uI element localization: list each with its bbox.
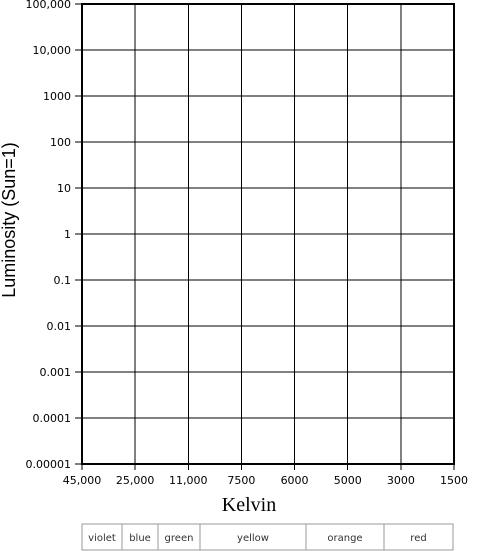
- color-band-strip: violet blue green yellow orange red: [81, 523, 454, 551]
- y-axis-label: Luminosity (Sun=1): [0, 142, 19, 298]
- y-tick-label: 0.01: [47, 320, 72, 333]
- color-band-blue: [121, 523, 159, 551]
- color-band-label: violet: [88, 533, 116, 544]
- color-band-label: red: [410, 533, 426, 544]
- y-tick-label: 0.1: [54, 274, 72, 287]
- x-tick-label: 11,000: [169, 474, 208, 487]
- y-tick-label: 0.0001: [33, 412, 72, 425]
- grid: [82, 4, 454, 464]
- x-axis-label: Kelvin: [222, 494, 276, 516]
- color-band-label: yellow: [237, 533, 269, 544]
- y-axis-tick-labels: 100,000 10,000 1000 100 10 1 0.1 0.01 0.001 0.000…: [26, 0, 82, 471]
- y-tick-label: 1: [64, 228, 71, 241]
- x-tick-label: 6000: [281, 474, 309, 487]
- color-band-label: blue: [129, 533, 151, 544]
- y-tick-label: 100: [50, 136, 71, 149]
- x-axis-tick-labels: 45,000 25,000 11,000 7500 6000 5000 3000 1500: [63, 464, 468, 487]
- x-tick-label: 3000: [387, 474, 415, 487]
- x-tick-label: 45,000: [63, 474, 102, 487]
- y-tick-label: 0.001: [40, 366, 72, 379]
- y-tick-label: 10: [57, 182, 71, 195]
- color-band-yellow: [199, 523, 307, 551]
- y-tick-label: 0.00001: [26, 458, 72, 471]
- x-tick-label: 25,000: [116, 474, 155, 487]
- color-band-label: orange: [327, 533, 362, 544]
- color-band-label: green: [165, 533, 194, 544]
- y-tick-label: 10,000: [33, 44, 72, 57]
- color-band-red: [383, 523, 454, 551]
- y-tick-label: 100,000: [26, 0, 72, 11]
- x-tick-label: 1500: [440, 474, 468, 487]
- x-tick-label: 5000: [334, 474, 362, 487]
- y-tick-label: 1000: [43, 90, 71, 103]
- x-tick-label: 7500: [227, 474, 255, 487]
